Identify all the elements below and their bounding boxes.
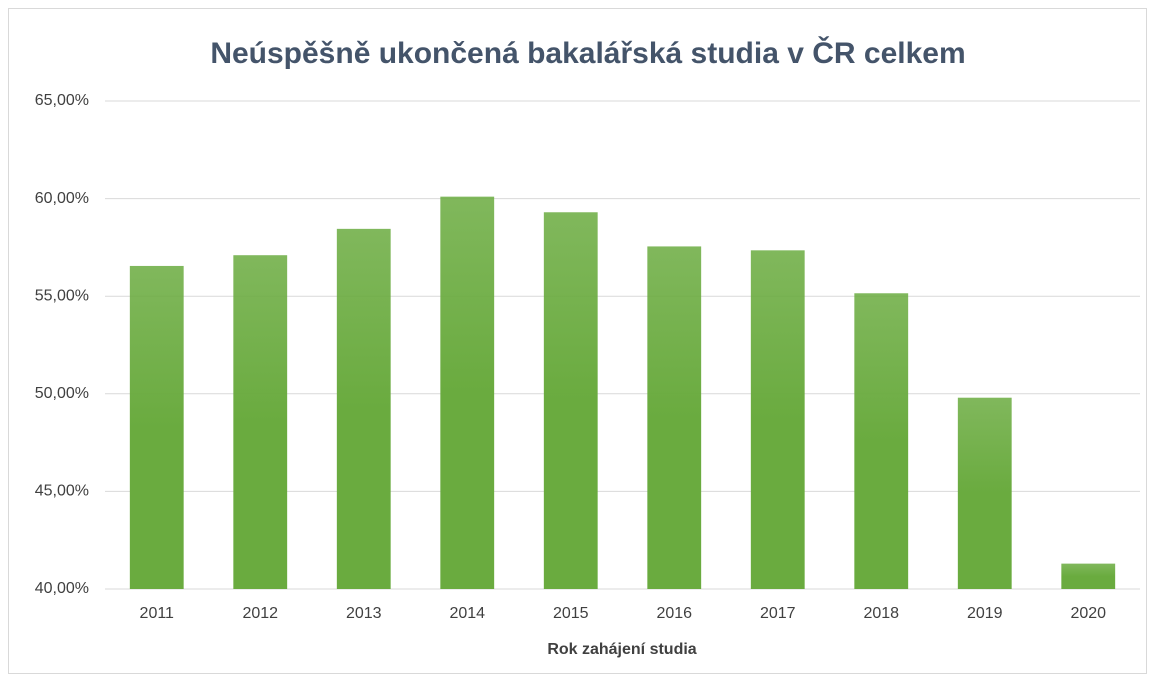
y-tick-label: 40,00%: [35, 580, 89, 597]
x-tick-label: 2013: [346, 605, 382, 622]
bar: [647, 246, 702, 589]
bar: [336, 228, 391, 589]
bar: [750, 250, 805, 589]
y-tick-label: 60,00%: [35, 190, 89, 207]
x-tick-label: 2011: [140, 605, 175, 622]
x-tick-label: 2015: [553, 605, 589, 622]
bar: [233, 255, 288, 589]
x-tick-label: 2018: [863, 605, 899, 622]
x-tick-label: 2020: [1070, 605, 1106, 622]
bar: [129, 265, 184, 589]
x-tick-label: 2014: [449, 605, 485, 622]
y-tick-label: 65,00%: [35, 92, 89, 109]
y-tick-label: 55,00%: [35, 287, 89, 304]
bar: [957, 397, 1012, 589]
bar: [440, 196, 495, 589]
x-tick-label: 2016: [656, 605, 692, 622]
x-tick-label: 2017: [760, 605, 796, 622]
y-tick-label: 50,00%: [35, 385, 89, 402]
bar: [543, 212, 598, 589]
x-axis-title: Rok zahájení studia: [547, 641, 696, 658]
bar: [854, 293, 909, 589]
y-tick-label: 45,00%: [35, 483, 89, 500]
x-tick-label: 2012: [242, 605, 278, 622]
x-tick-label: 2019: [967, 605, 1003, 622]
bar: [1061, 563, 1116, 589]
chart-title: Neúspěšně ukončená bakalářská studia v Č…: [210, 36, 965, 70]
